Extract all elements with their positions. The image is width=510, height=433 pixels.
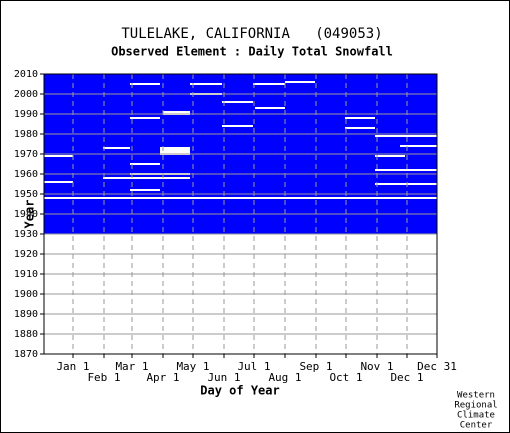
- missing-gap: [103, 147, 130, 149]
- x-tick-label: Jan 1: [56, 360, 89, 373]
- missing-gap: [130, 189, 160, 191]
- x-tick-label: Jun 1: [207, 371, 240, 384]
- missing-gap: [160, 151, 190, 153]
- x-axis-label: Day of Year: [200, 384, 279, 398]
- missing-gap: [163, 111, 190, 113]
- missing-gap: [255, 107, 285, 109]
- missing-gap: [44, 181, 73, 183]
- y-tick-label: 2000: [14, 89, 38, 100]
- x-tick-label: Apr 1: [146, 371, 179, 384]
- x-tick-label: Oct 1: [329, 371, 362, 384]
- missing-gap: [375, 169, 437, 171]
- missing-gap: [190, 83, 222, 85]
- missing-gap: [160, 149, 190, 151]
- missing-gap: [285, 81, 315, 83]
- y-tick-label: 1950: [14, 189, 38, 200]
- missing-gap: [375, 135, 437, 137]
- x-tick-label: Aug 1: [268, 371, 301, 384]
- missing-gap: [375, 155, 405, 157]
- missing-gap: [130, 117, 160, 119]
- x-tick-label: Nov 1: [360, 360, 393, 373]
- x-tick-label: Mar 1: [115, 360, 148, 373]
- y-tick-label: 1870: [14, 349, 38, 360]
- y-tick-label: 1960: [14, 169, 38, 180]
- missing-gap: [375, 183, 437, 185]
- y-tick-label: 1910: [14, 269, 38, 280]
- y-tick-label: 1970: [14, 149, 38, 160]
- y-tick-label: 1930: [14, 229, 38, 240]
- y-tick-label: 1940: [14, 209, 38, 220]
- missing-gap: [160, 147, 190, 149]
- x-tick-label: Dec 1: [390, 371, 423, 384]
- x-tick-label: Jul 1: [237, 360, 270, 373]
- x-tick-label: Dec 31: [417, 360, 457, 373]
- credit: Climate: [457, 411, 495, 421]
- credit: Western: [457, 391, 495, 401]
- credit: Center: [460, 421, 493, 431]
- y-tick-label: 1920: [14, 249, 38, 260]
- missing-gap: [103, 177, 190, 179]
- missing-gap: [222, 101, 253, 103]
- plot-border: [43, 73, 438, 355]
- y-tick-label: 1980: [14, 129, 38, 140]
- missing-gap: [345, 127, 375, 129]
- missing-gap: [44, 197, 437, 199]
- y-tick-label: 1880: [14, 329, 38, 340]
- missing-gap: [345, 117, 375, 119]
- missing-gap: [400, 145, 437, 147]
- missing-gap: [253, 83, 285, 85]
- credit: Regional: [454, 401, 497, 411]
- y-tick-label: 1890: [14, 309, 38, 320]
- x-tick-label: Sep 1: [299, 360, 332, 373]
- chart-title: TULELAKE, CALIFORNIA (049053): [121, 26, 382, 42]
- y-axis-label: Year: [23, 200, 37, 229]
- y-tick-label: 1900: [14, 289, 38, 300]
- x-tick-label: May 1: [176, 360, 209, 373]
- y-tick-label: 2010: [14, 69, 38, 80]
- missing-gap: [130, 163, 160, 165]
- y-tick-label: 1990: [14, 109, 38, 120]
- missing-gap: [130, 83, 160, 85]
- x-tick-label: Feb 1: [87, 371, 120, 384]
- missing-gap: [222, 125, 253, 127]
- missing-gap: [44, 155, 73, 157]
- chart-subtitle: Observed Element : Daily Total Snowfall: [111, 45, 393, 59]
